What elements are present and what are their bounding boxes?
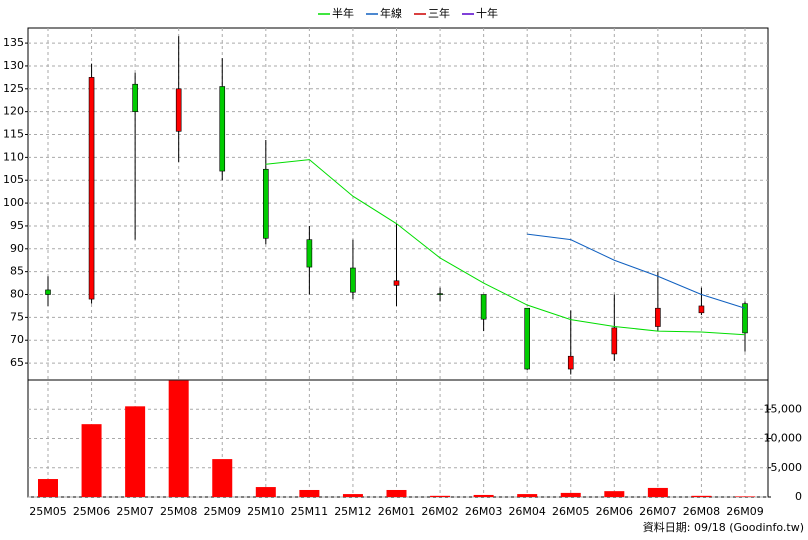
ma-line: [265, 159, 746, 336]
legend-label: 年線: [380, 6, 402, 20]
y-tick-label: 120: [3, 105, 24, 118]
x-tick-label: 25M12: [334, 505, 372, 518]
candle-body: [219, 86, 226, 172]
y-tick-label: 75: [10, 310, 24, 323]
volume-bar: [299, 489, 320, 497]
volume-bar: [517, 494, 538, 497]
x-tick-label: 25M09: [204, 505, 242, 518]
candle-body: [655, 307, 661, 327]
y-tick-label: 125: [3, 82, 24, 95]
y2-tick-label: 5,000: [771, 461, 803, 474]
volume-bar: [81, 424, 102, 497]
volume-bar: [560, 492, 581, 497]
candle-body: [698, 305, 705, 314]
y-tick-label: 95: [10, 219, 24, 232]
legend-label: 三年: [428, 6, 450, 20]
candle-body: [480, 294, 487, 320]
candle-body: [306, 239, 313, 268]
volume-bar: [430, 495, 451, 497]
candle-body: [567, 355, 574, 370]
source-note: 資料日期: 09/18 (Goodinfo.tw): [643, 520, 804, 534]
candle-body: [393, 280, 400, 286]
volume-bar: [38, 479, 58, 497]
y-tick-label: 70: [10, 333, 24, 346]
volume-panel: [27, 379, 769, 498]
x-tick-label: 25M11: [291, 505, 329, 518]
price-panel: [27, 27, 769, 381]
y-tick-label: 65: [10, 356, 24, 369]
candle-body: [263, 168, 269, 239]
volume-bar: [168, 380, 189, 497]
y-tick-label: 105: [3, 173, 24, 186]
x-tick-label: 26M04: [508, 505, 546, 518]
x-tick-label: 25M05: [29, 505, 67, 518]
volume-bar: [342, 494, 363, 497]
y2-tick-label: 0: [795, 490, 802, 503]
volume-bar: [255, 487, 276, 497]
candle-body: [611, 327, 618, 355]
x-tick-label: 26M01: [378, 505, 416, 518]
volume-bar: [473, 494, 494, 497]
candle-body: [45, 289, 51, 295]
x-tick-label: 25M10: [247, 505, 285, 518]
x-tick-label: 26M06: [596, 505, 634, 518]
y-tick-label: 85: [10, 265, 24, 278]
y2-tick-label: 10,000: [764, 432, 803, 445]
candle-body: [742, 303, 748, 334]
ma-line: [527, 233, 746, 309]
y-tick-label: 115: [3, 128, 24, 141]
x-tick-label: 26M07: [639, 505, 677, 518]
volume-bar: [691, 495, 712, 497]
volume-bar: [125, 406, 146, 497]
y-tick-label: 100: [3, 196, 24, 209]
y-tick-label: 110: [3, 150, 24, 163]
candle-body: [524, 307, 530, 370]
y-tick-label: 90: [10, 242, 24, 255]
candle-body: [132, 83, 138, 112]
x-tick-label: 26M05: [552, 505, 590, 518]
x-tick-label: 25M07: [116, 505, 154, 518]
candle-body: [88, 77, 95, 300]
volume-bar: [735, 496, 755, 497]
candle-body: [350, 267, 356, 293]
x-tick-label: 25M06: [73, 505, 111, 518]
y2-tick-label: 15,000: [764, 402, 803, 415]
y-tick-label: 130: [3, 59, 24, 72]
y-tick-label: 135: [3, 36, 24, 49]
legend-label: 十年: [476, 6, 498, 20]
x-tick-label: 26M03: [465, 505, 503, 518]
x-tick-label: 26M08: [683, 505, 721, 518]
x-tick-label: 26M09: [726, 505, 764, 518]
volume-bar: [212, 459, 233, 497]
y-tick-label: 80: [10, 288, 24, 301]
volume-bar: [647, 487, 668, 497]
volume-bar: [604, 491, 625, 497]
volume-bar: [386, 489, 407, 497]
candle-body: [437, 293, 443, 295]
candle-body: [175, 88, 182, 132]
legend-label: 半年: [332, 6, 354, 20]
x-tick-label: 26M02: [421, 505, 459, 518]
x-tick-label: 25M08: [160, 505, 198, 518]
